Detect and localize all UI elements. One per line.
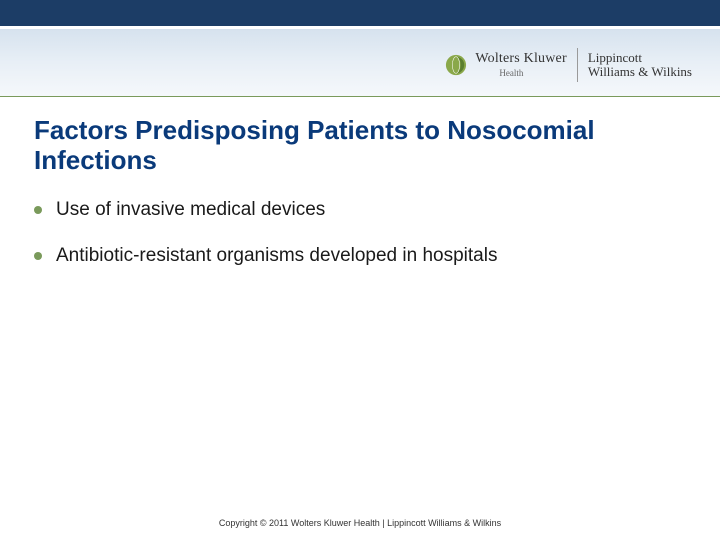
list-item: Antibiotic-resistant organisms developed… (34, 244, 674, 268)
brand-right: Lippincott Williams & Wilkins (588, 51, 692, 78)
brand-wk-text: Wolters Kluwer (475, 52, 566, 67)
brand-lippincott-line1: Lippincott (588, 51, 692, 65)
slide-title: Factors Predisposing Patients to Nosocom… (34, 116, 674, 176)
list-item: Use of invasive medical devices (34, 198, 674, 222)
brand-divider (577, 48, 578, 82)
brand-lippincott-line2: Williams & Wilkins (588, 65, 692, 79)
header-band-top (0, 0, 720, 26)
brand-left: Wolters Kluwer Health (445, 52, 566, 78)
wk-logo-icon (445, 54, 467, 76)
copyright-text: Copyright © 2011 Wolters Kluwer Health |… (0, 518, 720, 528)
slide: Wolters Kluwer Health Lippincott William… (0, 0, 720, 540)
bullet-list: Use of invasive medical devices Antibiot… (34, 198, 674, 290)
brand-block: Wolters Kluwer Health Lippincott William… (445, 48, 692, 82)
header-rule (0, 96, 720, 97)
brand-left-text: Wolters Kluwer Health (475, 52, 566, 78)
brand-health-text: Health (499, 69, 566, 78)
